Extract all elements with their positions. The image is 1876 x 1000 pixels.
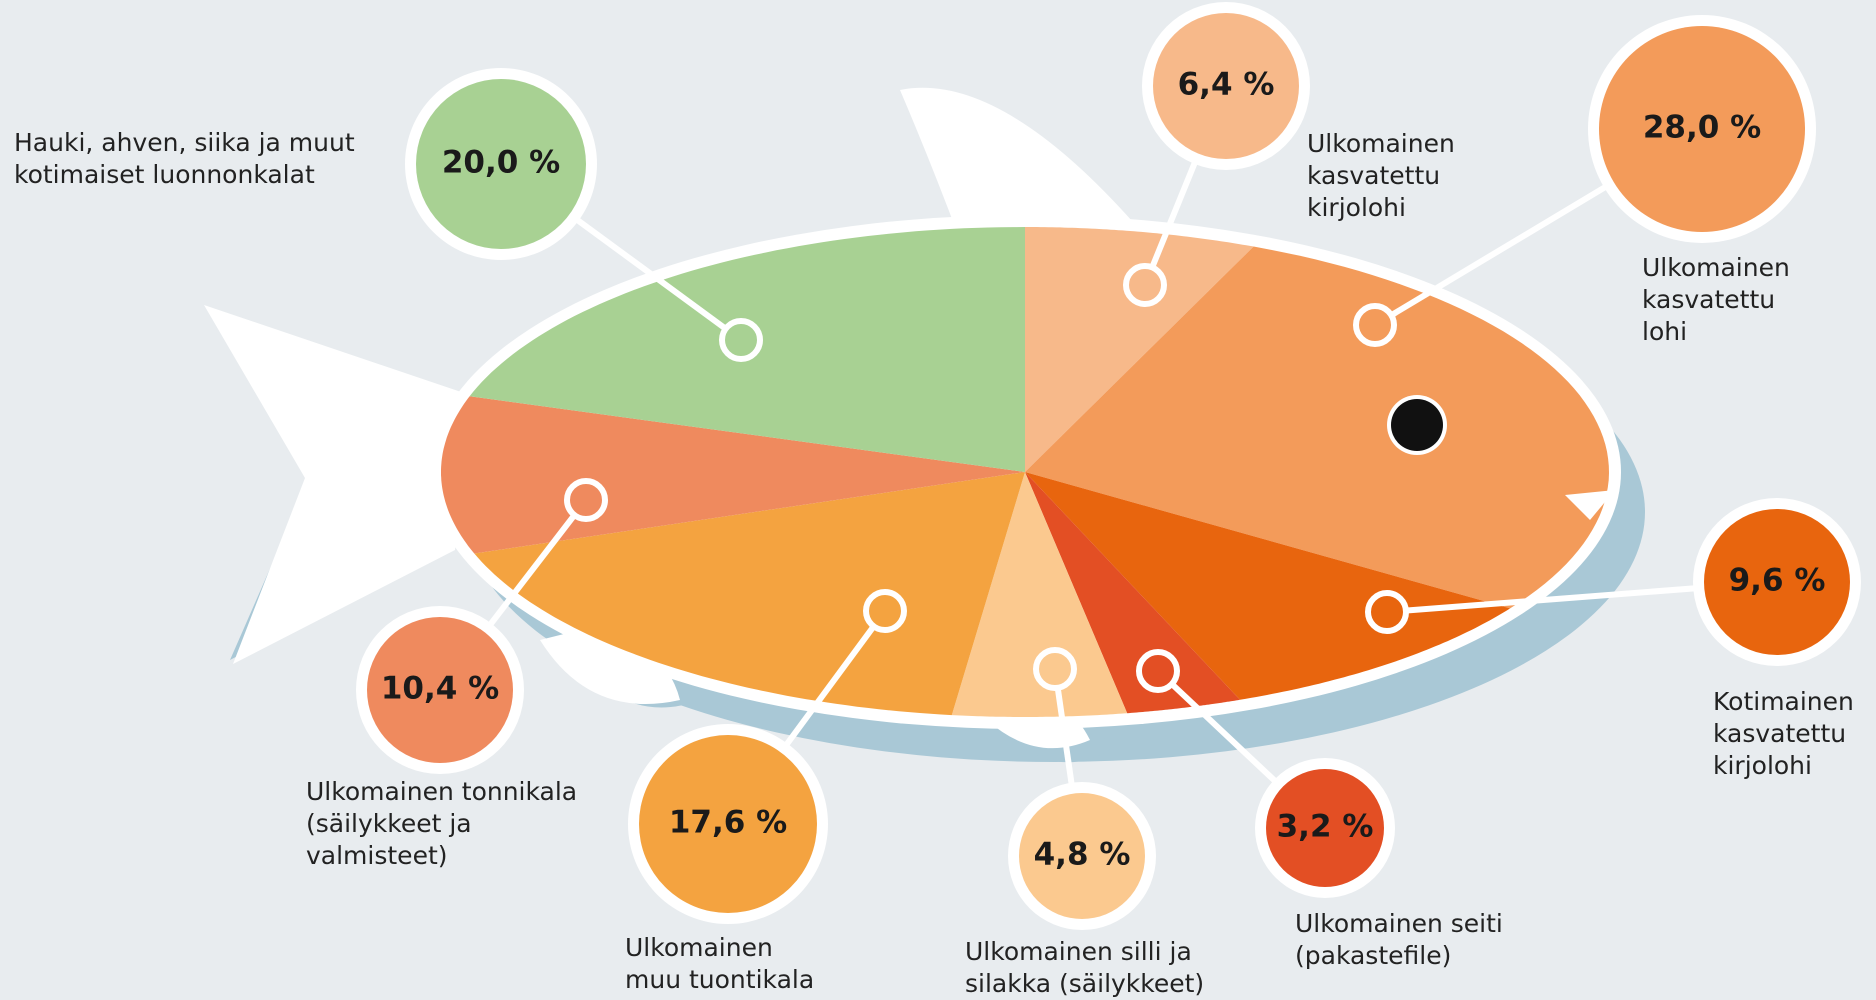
callout-dot — [1368, 593, 1406, 631]
category-label: Ulkomainen kasvatettu lohi — [1642, 252, 1790, 348]
value-label: 28,0 % — [1643, 110, 1761, 146]
callout-dot — [1356, 306, 1394, 344]
value-label: 10,4 % — [381, 671, 499, 707]
category-label: Ulkomainen muu tuontikala — [625, 932, 814, 996]
value-label: 4,8 % — [1034, 837, 1131, 873]
callout-dot — [866, 592, 904, 630]
category-label: Ulkomainen kasvatettu kirjolohi — [1307, 128, 1455, 224]
infographic: 6,4 % 28,0 % 9,6 % 3,2 % 4,8 % 17,6 % 10,4 % 20… — [0, 0, 1876, 998]
value-label: 20,0 % — [442, 145, 560, 181]
callout-dot — [1126, 266, 1164, 304]
value-label: 17,6 % — [669, 805, 787, 841]
value-label: 6,4 % — [1178, 67, 1275, 103]
callout-dot — [1139, 652, 1177, 690]
callout-dot — [722, 321, 760, 359]
category-label: Ulkomainen seiti (pakastefile) — [1295, 908, 1503, 972]
callout-dot — [567, 481, 605, 519]
value-label: 9,6 % — [1729, 563, 1826, 599]
category-label: Ulkomainen silli ja silakka (säilykkeet) — [965, 936, 1204, 1000]
value-label: 3,2 % — [1277, 809, 1374, 845]
category-label: Kotimainen kasvatettu kirjolohi — [1713, 686, 1854, 782]
callout-dot — [1036, 650, 1074, 688]
eye — [1391, 399, 1443, 451]
category-label: Ulkomainen tonnikala (säilykkeet ja valm… — [306, 776, 577, 872]
category-label: Hauki, ahven, siika ja muut kotimaiset l… — [14, 127, 355, 191]
